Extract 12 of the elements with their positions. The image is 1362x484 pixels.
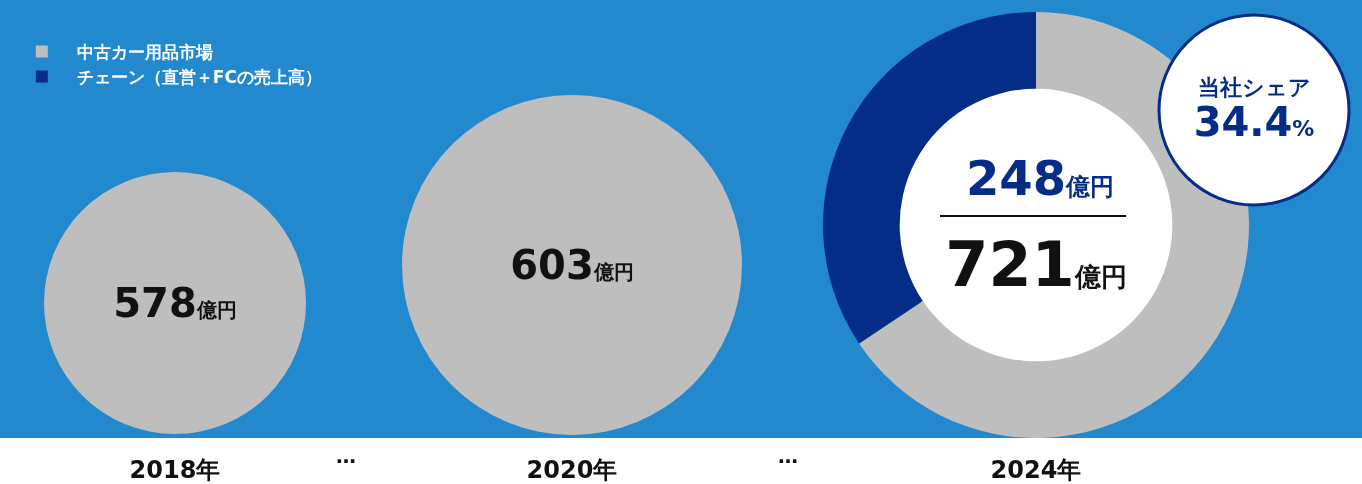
data-label: 578億円	[113, 280, 237, 326]
text: …	[336, 444, 356, 468]
text: 当社シェア34.4%	[1193, 74, 1315, 146]
legend-label: 中古カー用品市場	[76, 42, 213, 63]
data-label: 603億円	[510, 242, 634, 288]
text: 248億円	[965, 149, 1115, 206]
text: 2024年	[990, 456, 1082, 484]
legend-label: チェーン（直営＋FCの売上高）	[76, 67, 322, 88]
text: 721億円	[945, 227, 1127, 301]
text: 2018年	[129, 456, 221, 484]
text: 2020年	[526, 456, 618, 484]
text: …	[778, 444, 798, 468]
